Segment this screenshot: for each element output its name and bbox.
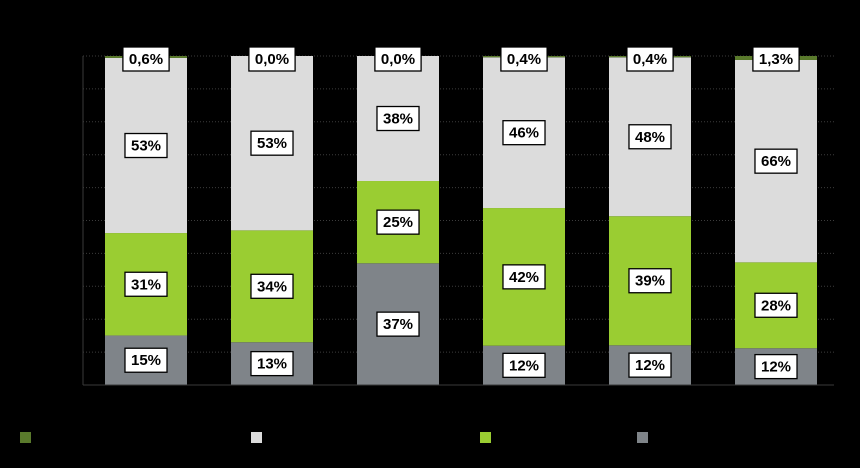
data-label-s3-c4-box: [626, 46, 674, 72]
data-label-s0-c2: 37%: [376, 311, 420, 337]
legend-swatch-1: [251, 432, 262, 443]
data-label-s1-c3-text: 42%: [509, 269, 539, 286]
data-label-s0-c5-text: 12%: [761, 359, 791, 376]
data-label-s0-c0-box: [124, 347, 168, 373]
data-label-s0-c3: 12%: [502, 352, 546, 378]
data-label-s3-c0-text: 0,6%: [129, 51, 163, 68]
data-label-s1-c3-box: [502, 264, 546, 290]
data-label-s3-c1-text: 0,0%: [255, 51, 289, 68]
data-label-s2-c3: 46%: [502, 120, 546, 146]
legend: [20, 432, 648, 443]
data-label-s3-c5-box: [752, 46, 800, 72]
data-label-s1-c5-text: 28%: [761, 297, 791, 314]
data-label-s1-c4-box: [628, 268, 672, 294]
data-label-s3-c2-text: 0,0%: [381, 51, 415, 68]
data-label-s0-c3-box: [502, 352, 546, 378]
data-label-s3-c5: 1,3%: [752, 46, 800, 72]
data-label-s3-c3-text: 0,4%: [507, 51, 541, 68]
data-label-s2-c2-box: [376, 105, 420, 132]
data-label-s2-c4: 48%: [628, 124, 672, 150]
data-label-s0-c4: 12%: [628, 352, 672, 378]
data-label-s1-c4-text: 39%: [635, 273, 665, 290]
data-label-s2-c2: 38%: [376, 105, 420, 132]
data-label-s3-c2-box: [374, 46, 422, 72]
data-label-s0-c2-box: [376, 311, 420, 337]
data-label-s0-c1-text: 13%: [257, 356, 287, 373]
data-label-s0-c2-text: 37%: [383, 316, 413, 333]
data-labels: 15% 31% 53% 0,6% 13% 34% 53% 0,0% 37% 25% 38% 0,0% 1…: [122, 46, 800, 380]
data-label-s1-c2-box: [376, 209, 420, 235]
data-label-s1-c2-text: 25%: [383, 214, 413, 231]
data-label-s3-c1: 0,0%: [248, 46, 296, 72]
data-label-s2-c4-box: [628, 124, 672, 150]
data-label-s1-c5-box: [754, 292, 798, 318]
data-label-s2-c5-box: [754, 148, 798, 174]
data-label-s1-c2: 25%: [376, 209, 420, 235]
data-label-s1-c0: 31%: [124, 271, 168, 297]
data-label-s0-c4-box: [628, 352, 672, 378]
data-label-s3-c5-text: 1,3%: [759, 51, 793, 68]
axes: [82, 56, 834, 386]
data-label-s3-c1-box: [248, 46, 296, 72]
data-label-s1-c1-box: [250, 273, 294, 299]
data-label-s2-c2-text: 38%: [383, 111, 413, 128]
data-label-s1-c4: 39%: [628, 268, 672, 294]
data-label-s1-c1: 34%: [250, 273, 294, 299]
data-label-s0-c4-text: 12%: [635, 357, 665, 374]
data-label-s1-c3: 42%: [502, 264, 546, 290]
data-label-s3-c3-box: [500, 46, 548, 72]
gridlines: [83, 55, 834, 353]
data-label-s2-c3-box: [502, 120, 546, 146]
data-label-s2-c0-box: [124, 132, 168, 159]
data-label-s0-c3-text: 12%: [509, 357, 539, 374]
data-label-s0-c0-text: 15%: [131, 352, 161, 369]
data-label-s0-c1: 13%: [250, 350, 294, 377]
data-label-s1-c5: 28%: [754, 292, 798, 318]
data-label-s3-c0: 0,6%: [122, 46, 170, 72]
data-label-s0-c1-box: [250, 350, 294, 377]
data-label-s3-c3: 0,4%: [500, 46, 548, 72]
data-label-s1-c0-text: 31%: [131, 276, 161, 293]
data-label-s2-c1-box: [250, 130, 294, 156]
data-label-s1-c1-text: 34%: [257, 278, 287, 295]
data-label-s0-c5: 12%: [754, 353, 798, 380]
data-label-s0-c5-box: [754, 353, 798, 380]
data-label-s2-c5-text: 66%: [761, 153, 791, 170]
data-label-s2-c1-text: 53%: [257, 135, 287, 152]
data-label-s0-c0: 15%: [124, 347, 168, 373]
legend-swatch-2: [480, 432, 491, 443]
data-label-s2-c0-text: 53%: [131, 138, 161, 155]
data-label-s2-c0: 53%: [124, 132, 168, 159]
data-label-s2-c5: 66%: [754, 148, 798, 174]
data-label-s2-c3-text: 46%: [509, 125, 539, 142]
data-label-s3-c0-box: [122, 46, 170, 72]
data-label-s2-c1: 53%: [250, 130, 294, 156]
data-label-s3-c4-text: 0,4%: [633, 51, 667, 68]
data-label-s1-c0-box: [124, 271, 168, 297]
legend-swatch-0: [20, 432, 31, 443]
data-label-s3-c4: 0,4%: [626, 46, 674, 72]
data-label-s2-c4-text: 48%: [635, 129, 665, 146]
data-label-s3-c2: 0,0%: [374, 46, 422, 72]
legend-swatch-3: [637, 432, 648, 443]
